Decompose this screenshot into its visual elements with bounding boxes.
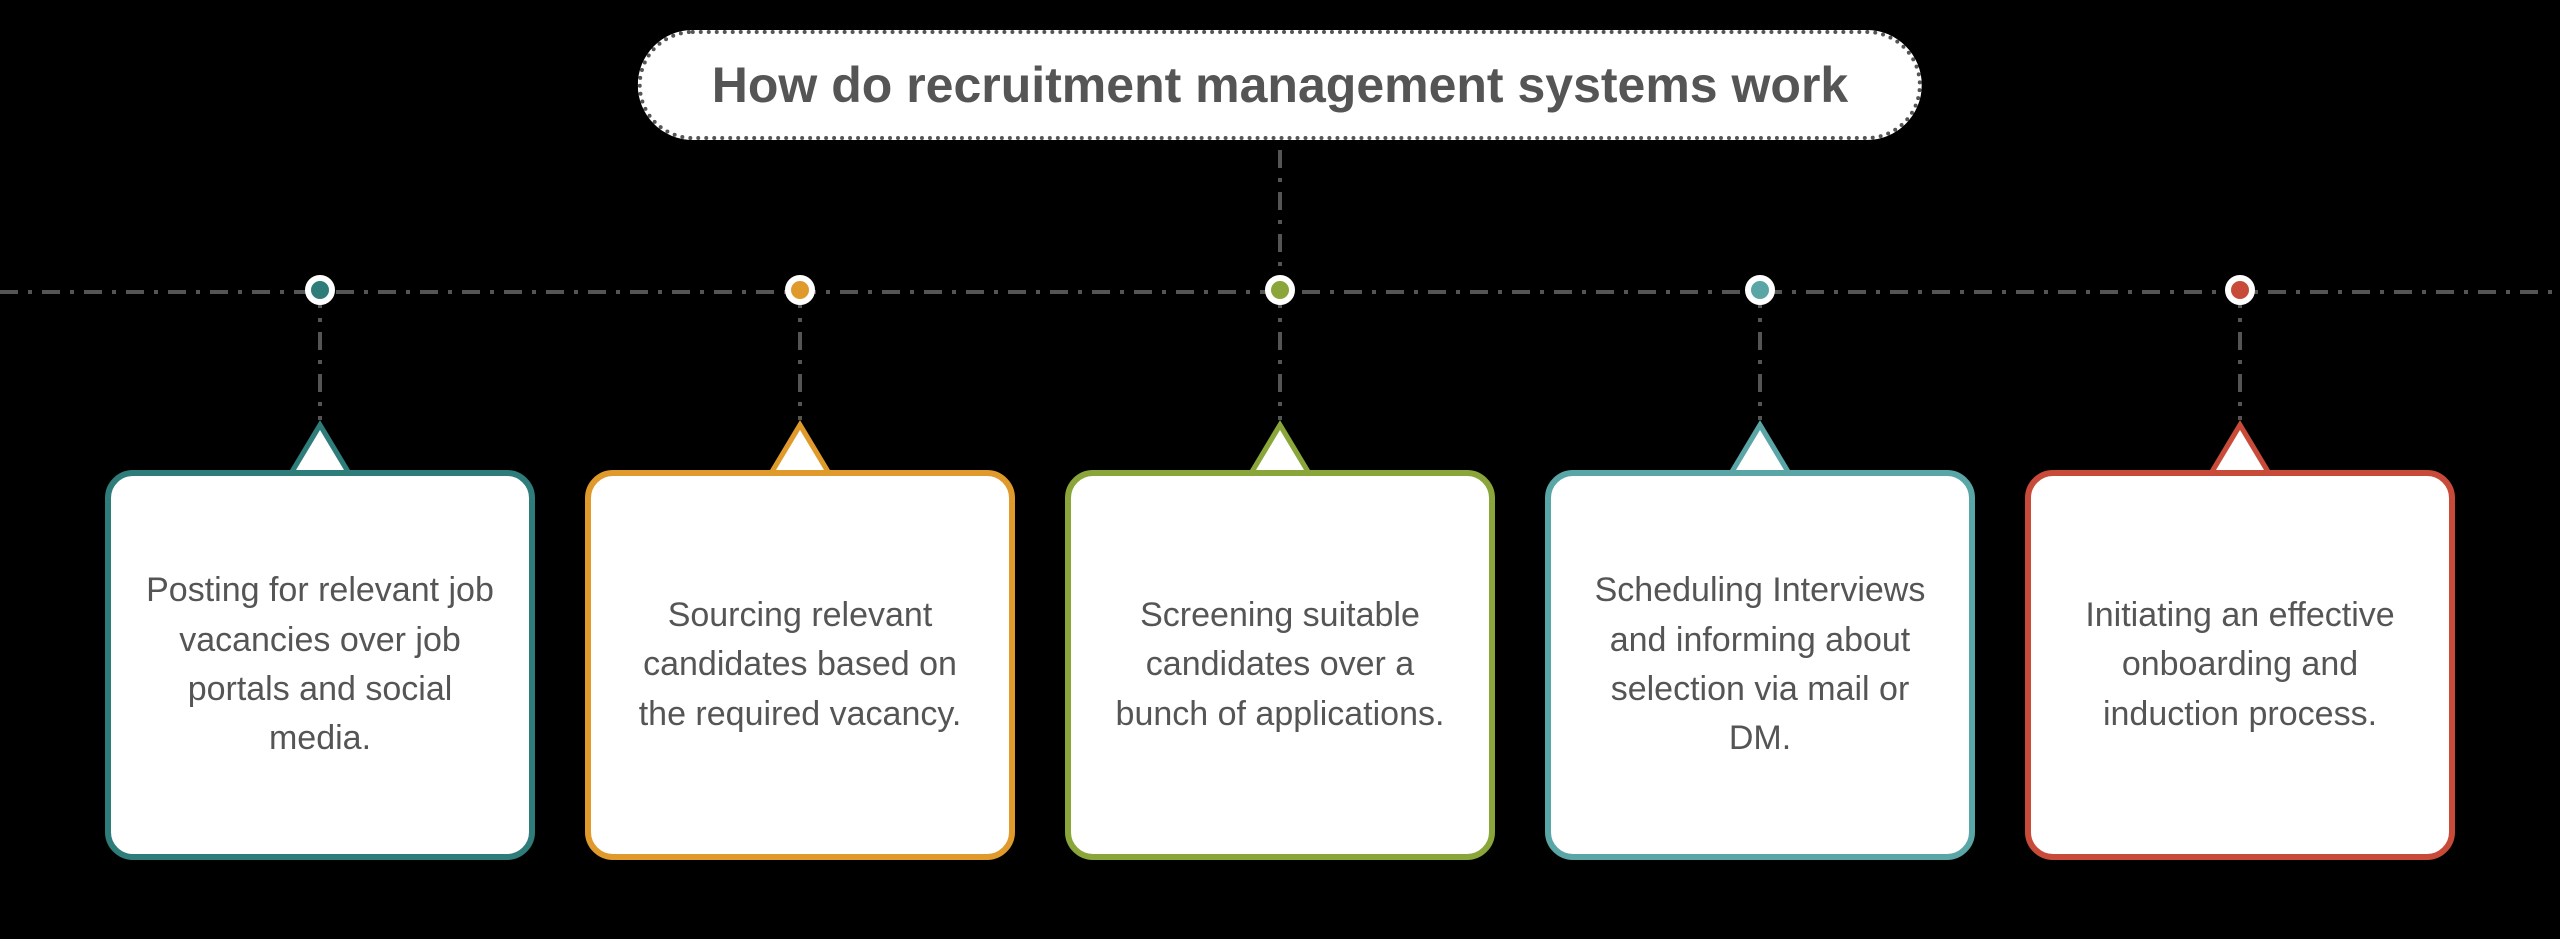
step-connector — [2238, 290, 2242, 420]
step-text: Screening suitable candidates over a bun… — [1101, 591, 1459, 739]
step-box: Posting for relevant job vacancies over … — [105, 470, 535, 860]
title-connector — [1278, 150, 1282, 290]
title-box: How do recruitment management systems wo… — [638, 30, 1922, 140]
step-pointer-inner — [1736, 430, 1784, 470]
step-pointer-inner — [296, 430, 344, 470]
step-pointer-inner — [2216, 430, 2264, 470]
step-box: Screening suitable candidates over a bun… — [1065, 470, 1495, 860]
title-text: How do recruitment management systems wo… — [712, 56, 1848, 114]
step-box: Scheduling Interviews and informing abou… — [1545, 470, 1975, 860]
step-box: Sourcing relevant candidates based on th… — [585, 470, 1015, 860]
timeline-dot — [305, 275, 335, 305]
step-text: Initiating an effective onboarding and i… — [2061, 591, 2419, 739]
step-connector — [1278, 290, 1282, 420]
step-connector — [318, 290, 322, 420]
timeline-dot — [1265, 275, 1295, 305]
step-box: Initiating an effective onboarding and i… — [2025, 470, 2455, 860]
timeline-dot — [1745, 275, 1775, 305]
step-text: Scheduling Interviews and informing abou… — [1581, 566, 1939, 763]
step-connector — [1758, 290, 1762, 420]
step-connector — [798, 290, 802, 420]
step-text: Sourcing relevant candidates based on th… — [621, 591, 979, 739]
step-pointer-inner — [1256, 430, 1304, 470]
timeline-dot — [2225, 275, 2255, 305]
timeline-dot — [785, 275, 815, 305]
step-text: Posting for relevant job vacancies over … — [141, 566, 499, 763]
step-pointer-inner — [776, 430, 824, 470]
